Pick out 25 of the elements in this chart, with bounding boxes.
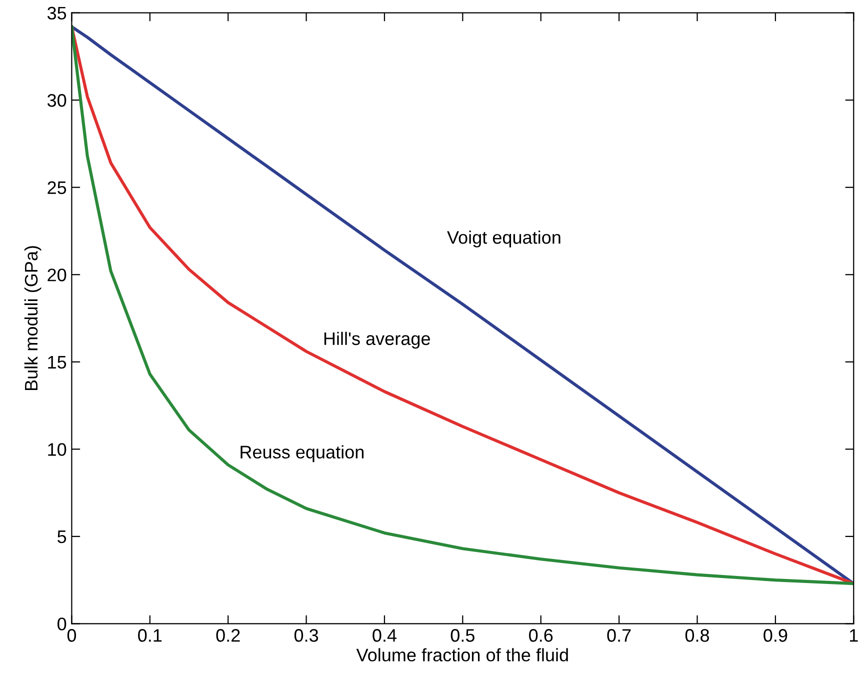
x-tick-label: 0.7 <box>607 629 631 642</box>
y-tick-label: 0 <box>58 618 66 630</box>
x-tick-label: 0.5 <box>450 629 474 642</box>
x-axis-title: Volume fraction of the fluid <box>356 648 568 662</box>
x-tick-label: 0 <box>67 629 76 642</box>
y-tick-label: 10 <box>48 443 66 456</box>
y-tick-label: 15 <box>48 356 66 369</box>
x-tick-label: 0.3 <box>294 629 318 642</box>
x-tick-label: 0.4 <box>372 629 396 642</box>
x-tick-label: 0.8 <box>685 629 710 642</box>
series-label: Reuss equation <box>240 445 364 462</box>
x-tick-label: 1 <box>850 629 858 642</box>
x-tick-label: 0.6 <box>529 629 553 642</box>
y-tick-label: 35 <box>47 6 66 20</box>
line-series <box>72 25 854 586</box>
x-tick-label: 0.2 <box>216 629 240 642</box>
y-tick-label: 20 <box>48 268 66 282</box>
y-tick-label: 30 <box>47 94 66 107</box>
x-tick-label: 0.1 <box>138 629 162 642</box>
x-tick-label: 0.9 <box>764 629 788 642</box>
y-tick-label: 25 <box>48 181 66 194</box>
series-label: Hill's average <box>324 332 430 349</box>
text: Voigt equation <box>447 230 560 248</box>
y-axis-title: Bulk moduli (GPa) <box>24 246 42 390</box>
y-tick-label: 5 <box>58 530 66 544</box>
